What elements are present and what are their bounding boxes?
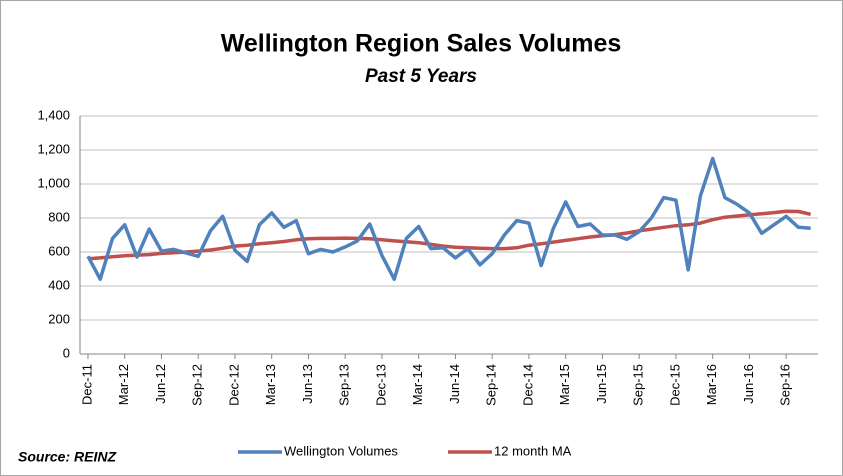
x-tick-label: Sep-13 — [337, 364, 352, 406]
x-tick-label: Mar-13 — [263, 364, 278, 405]
series-line — [86, 156, 811, 281]
y-tick-label: 200 — [48, 311, 70, 326]
x-tick-label: Dec-12 — [226, 364, 241, 406]
chart-subtitle: Past 5 Years — [365, 66, 477, 87]
x-tick-label: Jun-14 — [447, 364, 462, 404]
x-tick-label: Jun-15 — [594, 364, 609, 404]
x-tick-label: Dec-14 — [520, 364, 535, 406]
chart-title: Wellington Region Sales Volumes — [221, 30, 622, 58]
x-tick-label: Sep-16 — [778, 364, 793, 406]
x-tick-label: Mar-12 — [116, 364, 131, 405]
x-tick-label: Mar-15 — [557, 364, 572, 405]
y-tick-label: 600 — [48, 243, 70, 258]
x-tick-label: Dec-15 — [667, 364, 682, 406]
y-tick-label: 1,000 — [37, 175, 70, 190]
source-note: Source: REINZ — [18, 449, 116, 465]
x-tick-label: Dec-11 — [79, 364, 94, 405]
x-tick-label: Jun-13 — [300, 364, 315, 404]
y-tick-label: 800 — [48, 209, 70, 224]
y-tick-label: 0 — [63, 345, 70, 360]
y-tick-label: 1,200 — [37, 141, 70, 156]
x-tick-label: Mar-16 — [704, 364, 719, 405]
y-tick-label: 1,400 — [37, 107, 70, 122]
x-tick-label: Sep-12 — [190, 364, 205, 406]
x-tick-label: Mar-14 — [410, 364, 425, 405]
x-tick-label: Jun-16 — [741, 364, 756, 404]
x-tick-label: Dec-13 — [373, 364, 388, 406]
legend-label: 12 month MA — [494, 443, 572, 458]
series-line — [87, 209, 812, 261]
x-tick-label: Sep-14 — [484, 364, 499, 406]
legend-label: Wellington Volumes — [284, 443, 398, 458]
x-tick-label: Sep-15 — [631, 364, 646, 406]
x-tick-label: Jun-12 — [153, 364, 168, 404]
y-tick-label: 400 — [48, 277, 70, 292]
